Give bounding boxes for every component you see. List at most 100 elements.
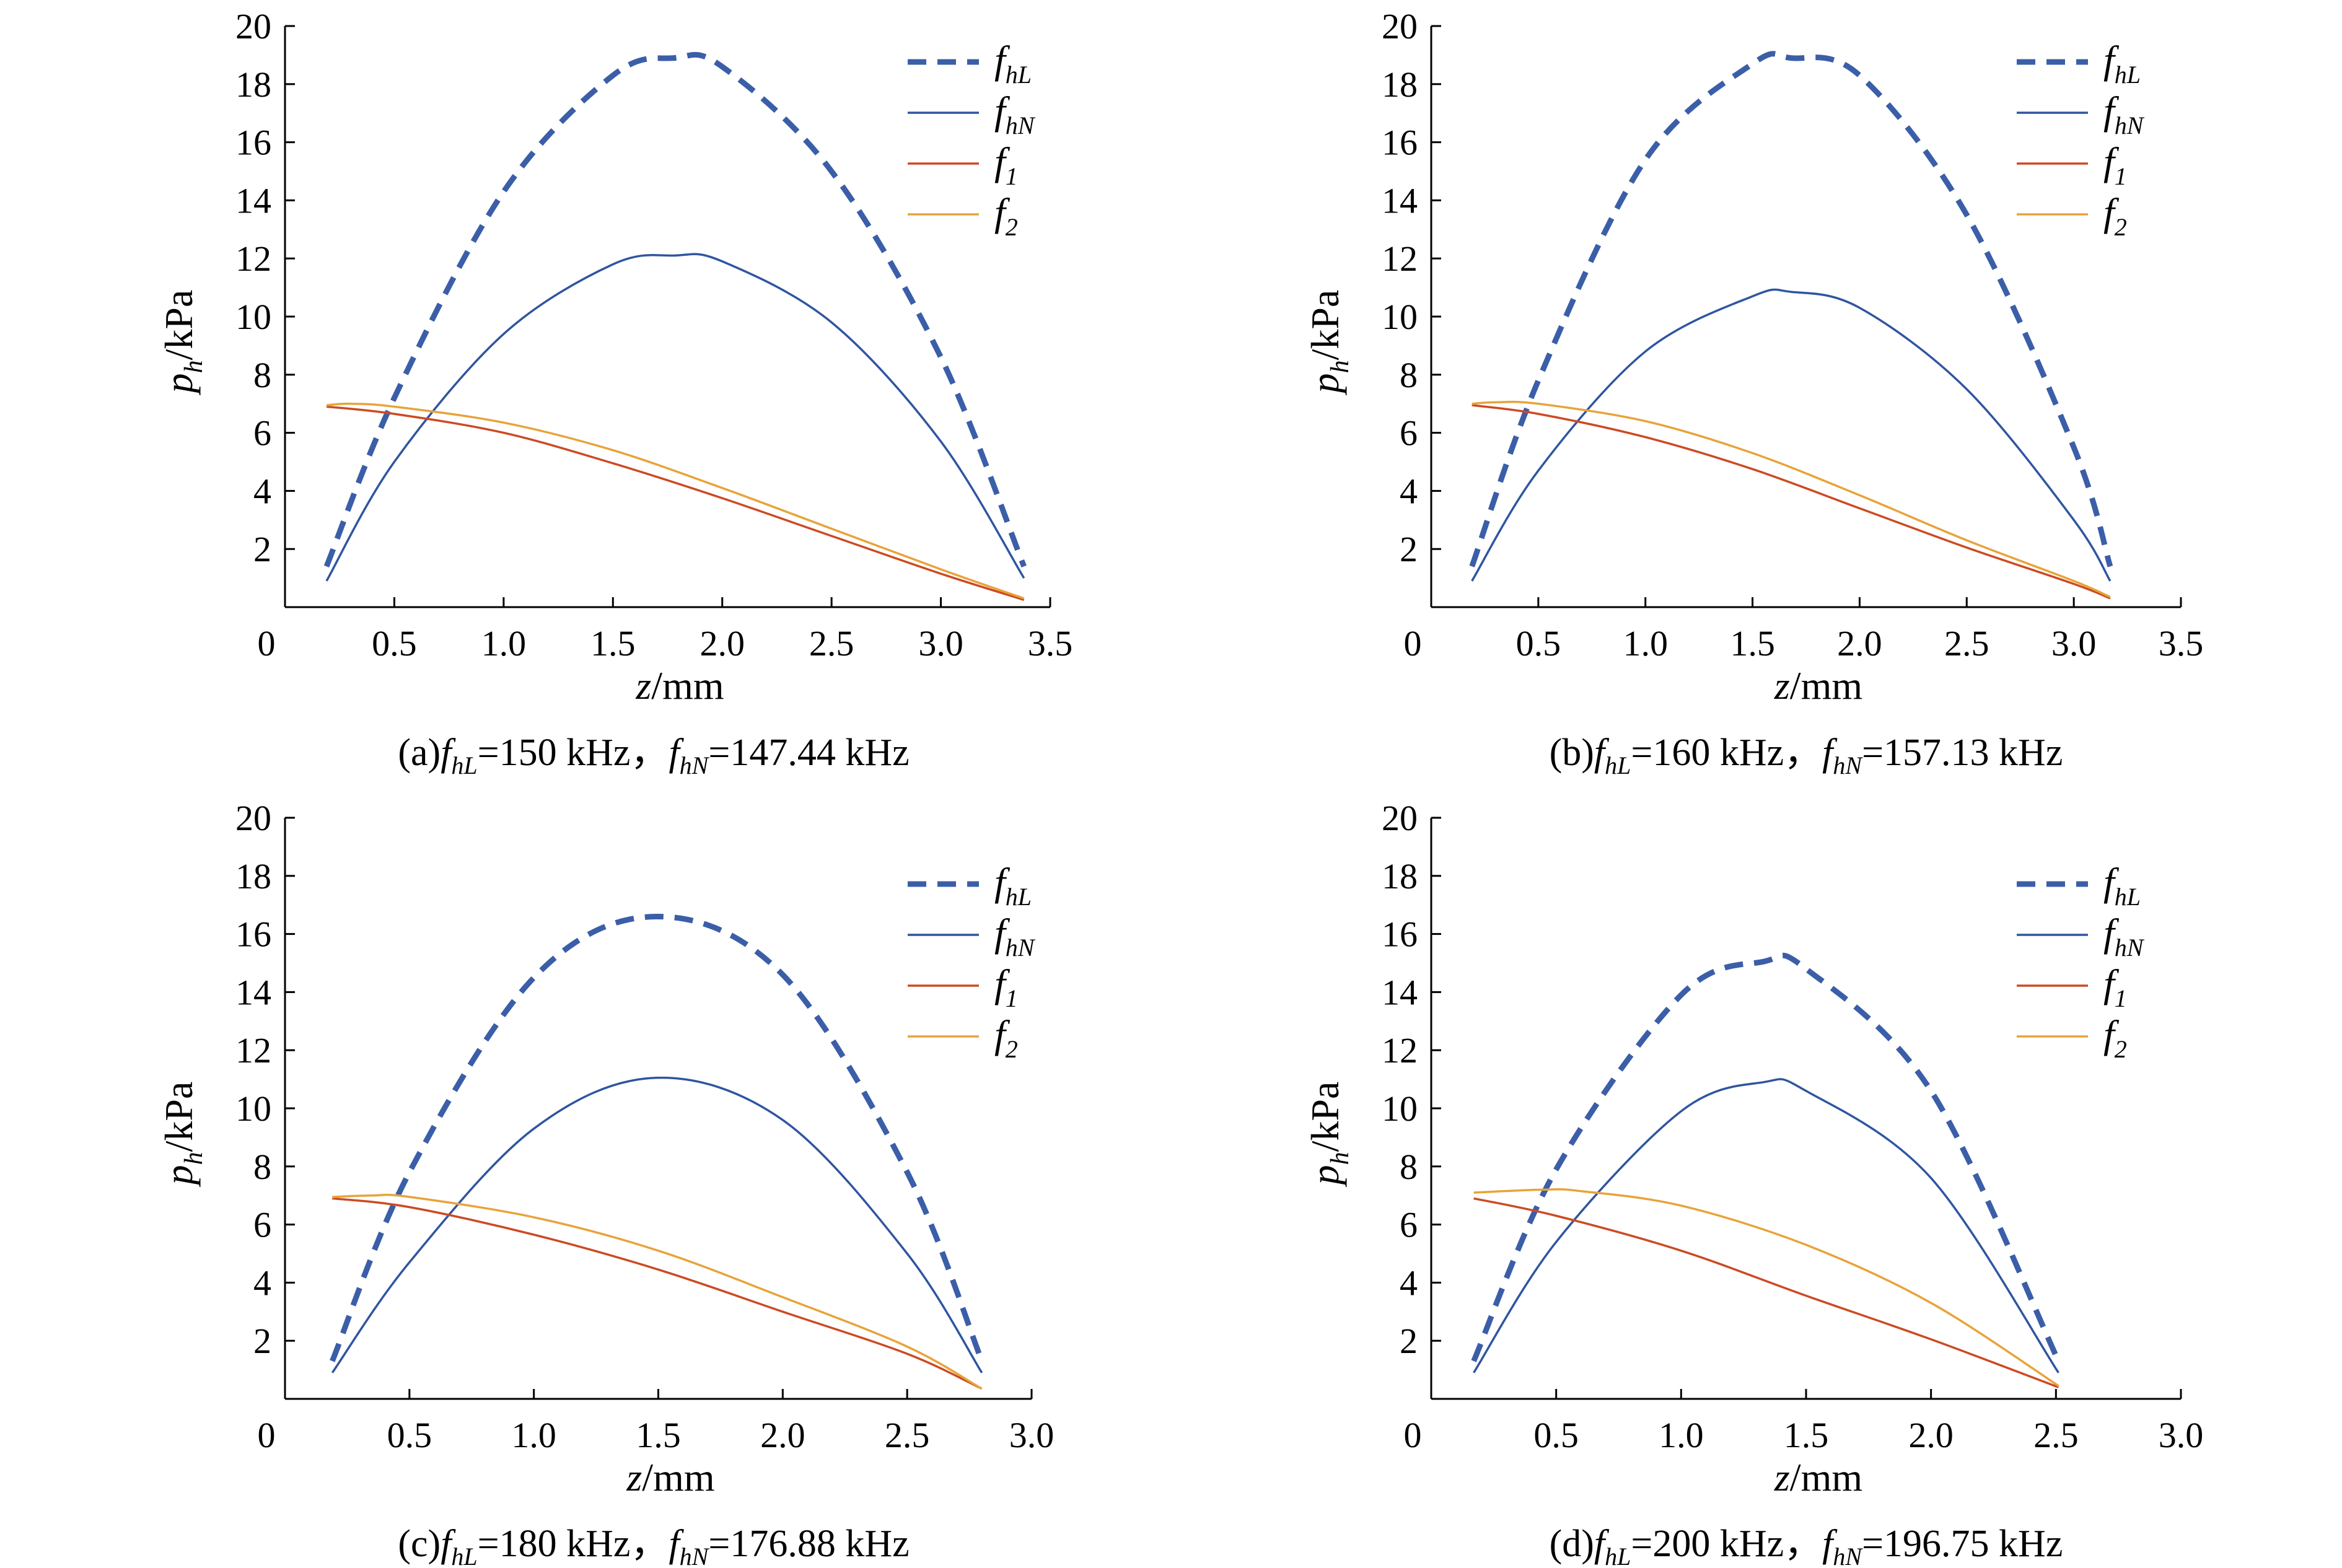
series-line-f-hn [331, 1076, 983, 1373]
series-line-f-hl [330, 913, 985, 1362]
y-tick-label: 6 [1400, 1205, 1418, 1245]
y-tick-label: 18 [235, 856, 271, 896]
x-tick-label: 1.5 [1784, 1415, 1829, 1455]
y-tick-label: 2 [253, 1321, 271, 1361]
y-tick-label: 10 [235, 1088, 271, 1129]
chart-panel-b: 0 0.5 1.0 1.5 2.0 2.5 3.0 3.5 2 4 6 8 10 12 14 16 18 20 fh… [1303, 6, 2203, 779]
y-tick-label: 10 [1382, 1088, 1418, 1129]
y-tick-label: 16 [1382, 914, 1418, 955]
x-tick-label: 0 [258, 623, 276, 664]
legend-label-f-1: f1 [2103, 139, 2127, 190]
legend-label-f-2: f2 [2103, 190, 2127, 241]
x-tick-label: 3.0 [2159, 1415, 2204, 1455]
x-tick-label: 1.0 [1623, 623, 1668, 664]
y-tick-label: 8 [1400, 355, 1418, 395]
series-line-f-hn [325, 253, 1025, 582]
series-line-f-hl [1471, 952, 2061, 1362]
y-tick-label: 8 [253, 355, 271, 395]
y-tick-label: 14 [235, 972, 271, 1012]
series-line-f-1 [1473, 1197, 2059, 1388]
x-tick-label: 3.0 [2051, 623, 2097, 664]
x-tick-label: 0.5 [1533, 1415, 1579, 1455]
series-line-f-hn [1471, 288, 2112, 582]
y-tick-label: 20 [1382, 798, 1418, 838]
y-tick-label: 18 [235, 64, 271, 105]
y-tick-label: 6 [253, 1205, 271, 1245]
y-tick-label: 14 [1382, 180, 1418, 221]
x-tick-label: 3.5 [2159, 623, 2204, 664]
y-axis-label: ph/kPa [1303, 290, 1354, 396]
y-tick-label: 8 [1400, 1147, 1418, 1187]
y-tick-label: 12 [1382, 1030, 1418, 1071]
legend-label-f-hl: fhL [994, 38, 1032, 89]
x-tick-label: 3.0 [1009, 1415, 1055, 1455]
y-tick-label: 20 [235, 6, 271, 46]
x-tick-label: 2.5 [885, 1415, 930, 1455]
legend-label-f-1: f1 [2103, 961, 2127, 1012]
x-axis-label: z/mm [635, 664, 724, 707]
y-tick-label: 18 [1382, 64, 1418, 105]
series-line-f-1 [326, 405, 1025, 601]
y-tick-label: 16 [1382, 123, 1418, 163]
y-axis-label: ph/kPa [1303, 1082, 1354, 1188]
y-tick-label: 12 [235, 239, 271, 279]
y-tick-label: 2 [253, 529, 271, 569]
y-tick-label: 4 [253, 1263, 271, 1303]
x-tick-label: 1.0 [1659, 1415, 1704, 1455]
y-tick-label: 4 [253, 471, 271, 511]
y-tick-label: 20 [235, 798, 271, 838]
panel-caption: (d)fhL=200 kHz，fhN=196.75 kHz [1550, 1523, 2063, 1568]
legend-label-f-1: f1 [994, 139, 1018, 190]
x-tick-label: 3.5 [1028, 623, 1073, 664]
series-line-f-hl [1469, 51, 2113, 567]
legend-label-f-hl: fhL [994, 860, 1032, 911]
x-tick-label: 2.0 [1908, 1415, 1954, 1455]
x-tick-label: 2.5 [2033, 1415, 2079, 1455]
legend-label-f-1: f1 [994, 961, 1018, 1012]
panel-caption: (a)fhL=150 kHz，fhN=147.44 kHz [398, 732, 909, 779]
legend-label-f-hl: fhL [2103, 38, 2141, 89]
chart-panel-a: 0 0.5 1.0 1.5 2.0 2.5 3.0 3.5 2 4 6 8 10 12 14 16 18 20 fh… [157, 6, 1072, 779]
x-tick-label: 2.5 [1944, 623, 1989, 664]
series-line-f-hn [1473, 1078, 2059, 1373]
x-tick-label: 1.5 [590, 623, 636, 664]
y-tick-label: 20 [1382, 6, 1418, 46]
panel-caption: (c)fhL=180 kHz，fhN=176.88 kHz [398, 1523, 909, 1568]
x-tick-label: 0.5 [1516, 623, 1561, 664]
y-tick-label: 2 [1400, 529, 1418, 569]
y-tick-label: 10 [1382, 297, 1418, 337]
chart-panel-c: 0 0.5 1.0 1.5 2.0 2.5 3.0 2 4 6 8 10 12 14 16 18 20 fhLfh… [157, 798, 1054, 1568]
legend-label-f-2: f2 [2103, 1012, 2127, 1063]
x-tick-label: 2.0 [760, 1415, 805, 1455]
series-line-f-2 [1473, 1188, 2059, 1387]
legend-label-f-hl: fhL [2103, 860, 2141, 911]
chart-panel-d: 0 0.5 1.0 1.5 2.0 2.5 3.0 2 4 6 8 10 12 14 16 18 20 fhLfh… [1303, 798, 2203, 1568]
y-tick-label: 2 [1400, 1321, 1418, 1361]
y-axis-label: ph/kPa [157, 290, 208, 396]
y-tick-label: 18 [1382, 856, 1418, 896]
x-tick-label: 0 [1404, 623, 1422, 664]
x-tick-label: 0.5 [387, 1415, 432, 1455]
y-tick-label: 12 [1382, 239, 1418, 279]
x-tick-label: 1.0 [481, 623, 527, 664]
x-tick-label: 0 [258, 1415, 276, 1455]
series-line-f-2 [332, 1193, 983, 1390]
y-tick-label: 16 [235, 914, 271, 955]
series-line-f-hl [323, 51, 1027, 567]
legend-label-f-hn: fhN [2103, 911, 2145, 961]
y-tick-label: 14 [1382, 972, 1418, 1012]
x-tick-label: 2.0 [1837, 623, 1882, 664]
y-tick-label: 4 [1400, 471, 1418, 511]
y-tick-label: 6 [1400, 413, 1418, 453]
series-line-f-1 [1471, 404, 2111, 600]
legend-label-f-hn: fhN [994, 911, 1036, 961]
x-tick-label: 0 [1404, 1415, 1422, 1455]
series-line-f-2 [1471, 400, 2111, 598]
series-line-f-2 [326, 402, 1025, 600]
x-axis-label: z/mm [626, 1455, 714, 1499]
x-tick-label: 1.5 [636, 1415, 681, 1455]
x-axis-label: z/mm [1774, 664, 1862, 707]
y-tick-label: 4 [1400, 1263, 1418, 1303]
y-tick-label: 16 [235, 123, 271, 163]
